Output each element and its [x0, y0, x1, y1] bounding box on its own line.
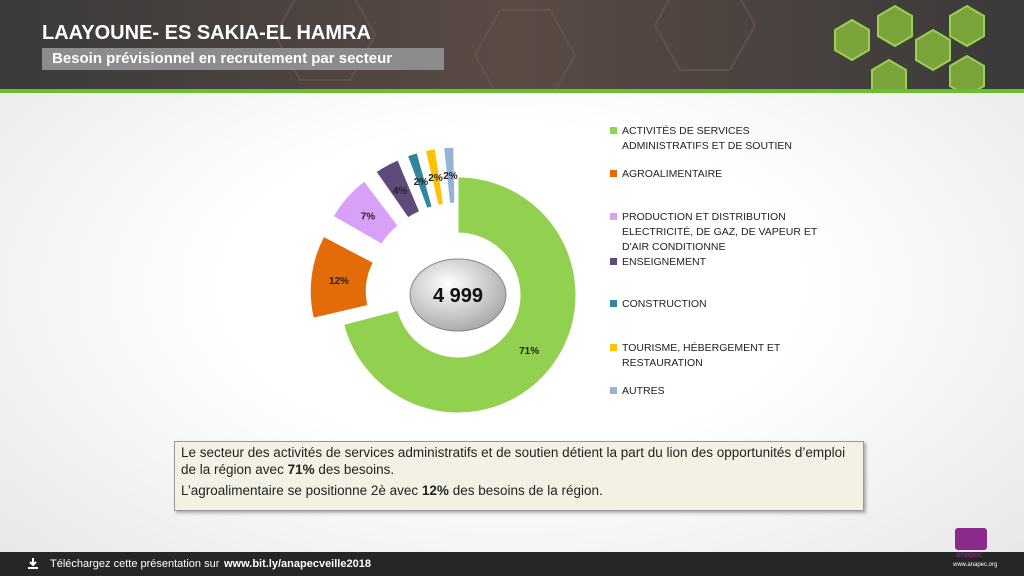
legend-entry: CONSTRUCTION [608, 297, 832, 312]
subtitle: Besoin prévisionnel en recrutement par s… [42, 48, 444, 70]
legend-label: ENSEIGNEMENT [622, 256, 707, 268]
legend-label: CONSTRUCTION [622, 298, 707, 310]
legend-marker [610, 258, 617, 265]
donut-segment [309, 235, 374, 319]
note-paragraph: Le secteur des activités de services adm… [181, 444, 857, 478]
legend-entry: PRODUCTION ET DISTRIBUTION ELECTRICITÉ, … [608, 210, 832, 255]
donut-segment [424, 148, 444, 206]
note-paragraph: L’agroalimentaire se positionne 2è avec … [181, 482, 857, 499]
legend-marker [610, 170, 617, 177]
donut-segment [406, 152, 433, 210]
title: LAAYOUNE- ES SAKIA-EL HAMRA [42, 22, 371, 44]
logo-text: anapec [956, 550, 983, 559]
value-label: 2% [414, 177, 429, 188]
center-disc [409, 258, 507, 332]
legend-marker [610, 213, 617, 220]
legend-entry: AGROALIMENTAIRE [608, 167, 832, 182]
legend-label: ACTIVITÉS DE SERVICES ADMINISTRATIFS ET … [622, 125, 792, 152]
legend-entry: ENSEIGNEMENT [608, 255, 832, 270]
value-label: 71% [519, 346, 539, 357]
value-label: 4% [393, 186, 408, 197]
legend-label: TOURISME, HÉBERGEMENT ET RESTAURATION [622, 342, 781, 369]
donut-segment [375, 159, 421, 219]
site-text: www.anapec.org [953, 562, 998, 568]
download-icon [28, 558, 38, 569]
download-text: Téléchargez cette présentation sur [50, 558, 220, 570]
donut-segment [443, 146, 456, 204]
logo [955, 528, 987, 550]
legend-marker [610, 344, 617, 351]
note-text: des besoins de la région. [448, 483, 603, 498]
hex-pattern [273, 0, 985, 89]
note-text: L’agroalimentaire se positionne 2è avec [181, 483, 422, 498]
note-text: 71% [287, 462, 315, 477]
note-text: Le secteur des activités de services adm… [181, 445, 846, 477]
legend-entry: TOURISME, HÉBERGEMENT ET RESTAURATION [608, 341, 832, 371]
donut-segment [343, 176, 577, 414]
legend-entry: AUTRES [608, 384, 832, 399]
green-rule [0, 89, 1024, 93]
note-text: des besoins. [314, 462, 395, 477]
value-label: 2% [428, 173, 443, 184]
note-text: 12% [421, 483, 449, 498]
legend-label: AUTRES [622, 385, 665, 397]
footer: Téléchargez cette présentation sur www.b… [0, 552, 1024, 576]
legend-marker [610, 300, 617, 307]
chart: 71%12%7%4%2% 2% 2%4 999 [309, 146, 577, 414]
legend-label: PRODUCTION ET DISTRIBUTION ELECTRICITÉ, … [622, 211, 818, 253]
legend-entry: ACTIVITÉS DE SERVICES ADMINISTRATIFS ET … [608, 124, 832, 154]
legend-marker [610, 387, 617, 394]
donut-segment [332, 180, 399, 245]
download-link[interactable]: www.bit.ly/anapecveille2018 [224, 558, 371, 570]
value-label: 2% [443, 171, 458, 182]
value-label: 7% [361, 212, 376, 223]
legend-marker [610, 127, 617, 134]
center-label: 4 999 [433, 285, 483, 307]
legend-label: AGROALIMENTAIRE [622, 168, 723, 180]
header: LAAYOUNE- ES SAKIA-EL HAMRA Besoin prévi… [0, 0, 1024, 89]
value-label: 12% [329, 276, 349, 287]
note-box: Le secteur des activités de services adm… [174, 441, 864, 511]
